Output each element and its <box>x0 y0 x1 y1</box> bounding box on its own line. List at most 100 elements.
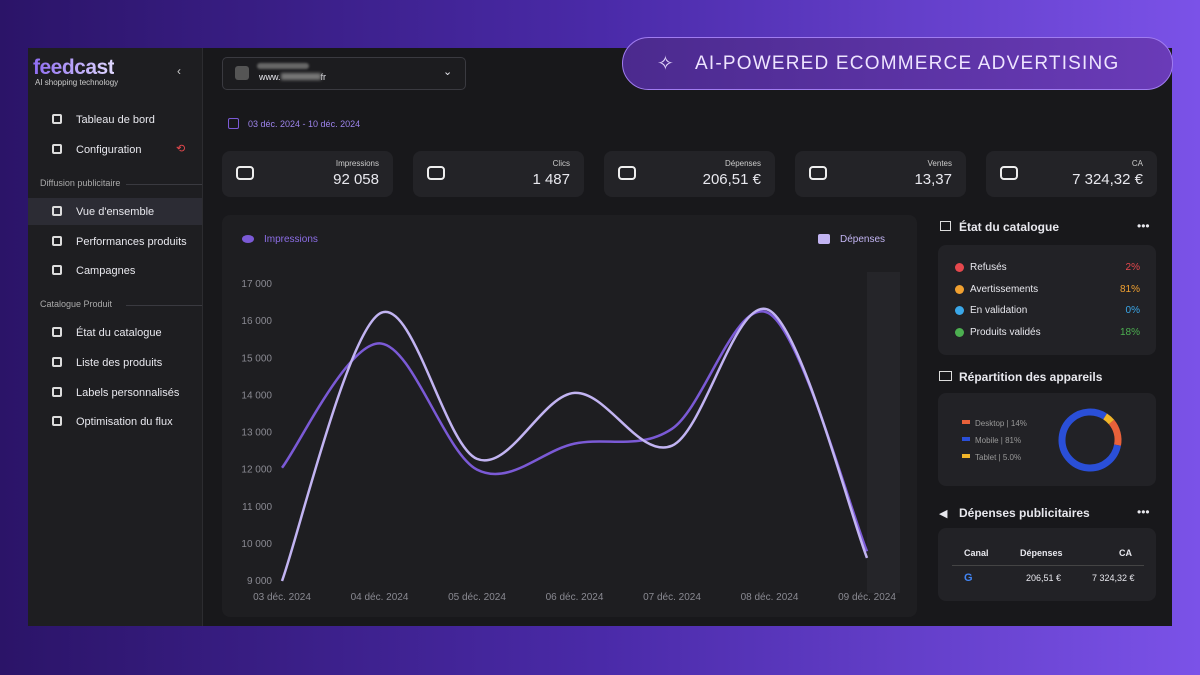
status-label: Refusés <box>970 262 1007 273</box>
menu-item[interactable]: Tableau de bord <box>76 114 155 126</box>
menu-item[interactable]: Labels personnalisés <box>76 386 180 399</box>
status-value: 0% <box>1125 305 1140 317</box>
kpi-label: Clics <box>552 159 570 168</box>
menu-icon <box>52 265 62 276</box>
x-tick-label: 05 déc. 2024 <box>448 592 506 603</box>
series-line <box>280 307 869 582</box>
table-header: Dépenses <box>1020 548 1063 558</box>
status-dot <box>955 263 964 272</box>
legend-label: Mobile | 81% <box>975 436 1021 445</box>
date-range[interactable]: 03 déc. 2024 - 10 déc. 2024 <box>248 119 361 129</box>
series-selector[interactable]: Impressions <box>264 234 318 245</box>
dropdown-arrow: ⌄ <box>443 66 453 78</box>
legend-label: Tablet | 5.0% <box>975 453 1021 462</box>
status-value: 81% <box>1119 283 1140 295</box>
menu-icon <box>52 235 62 246</box>
menu-icon <box>52 327 62 338</box>
y2-axis-band <box>867 272 900 593</box>
spend-card: Canal Dépenses CA G 206,51 € 7 324,32 € <box>938 528 1156 601</box>
table-header: CA <box>1119 548 1132 558</box>
status-dot <box>955 284 964 294</box>
table-header: Canal <box>964 548 989 558</box>
calendar-icon <box>228 118 239 129</box>
x-tick-label: 08 déc. 2024 <box>741 592 799 603</box>
logo-tagline: AI shopping technology <box>35 78 119 87</box>
menu-item[interactable]: Performances produits <box>76 235 187 248</box>
table-cell: 206,51 € <box>1026 573 1062 583</box>
kpi-card: Clics 1 487 <box>413 151 584 197</box>
kpi-card: CA 7 324,32 € <box>986 151 1157 197</box>
kpi-card: Impressions 92 058 <box>222 151 393 197</box>
y-tick-label: 10 000 <box>241 539 272 550</box>
y-tick-label: 11 000 <box>242 502 272 513</box>
kpi-value: 206,51 € <box>702 171 761 188</box>
megaphone-icon: ◀ <box>939 508 948 520</box>
y-tick-label: 16 000 <box>241 316 272 327</box>
site-selector[interactable]: www. fr ⌄ <box>222 57 466 90</box>
section-divider <box>126 305 202 307</box>
collapse-button[interactable]: ‹ <box>177 64 181 78</box>
table-cell: 7 324,32 € <box>1092 573 1135 583</box>
x-tick-label: 06 déc. 2024 <box>546 592 604 603</box>
section-title: Diffusion publicitaire <box>40 178 121 188</box>
logo: feedcast <box>33 56 115 79</box>
line-chart: 9 000 10 000 11 000 12 000 13 000 14 000 15 00… <box>241 272 900 603</box>
wallet-icon <box>818 234 830 244</box>
url-prefix: www. <box>259 72 281 82</box>
status-dot <box>955 306 964 316</box>
kpi-label: Ventes <box>927 159 952 168</box>
menu-item[interactable]: Configuration <box>76 144 142 156</box>
status-dot <box>955 328 964 338</box>
menu-item[interactable]: Optimisation du flux <box>76 416 173 429</box>
section-divider <box>126 184 202 185</box>
kpi-icon <box>236 166 254 180</box>
panel-title: État du catalogue <box>959 220 1060 234</box>
donut-segment <box>1058 408 1122 472</box>
catalog-card: Refusés 2% Avertissements 81% En validation 0… <box>938 245 1156 355</box>
status-label: Produits validés <box>970 327 1041 339</box>
menu-item[interactable]: État du catalogue <box>76 327 162 340</box>
menu-icon <box>52 416 62 427</box>
x-tick-label: 03 déc. 2024 <box>253 592 311 603</box>
more-button[interactable]: ••• <box>1137 505 1150 519</box>
legend-swatch <box>962 454 970 458</box>
status-value: 2% <box>1125 262 1140 273</box>
menu-icon <box>52 114 62 124</box>
kpi-value: 92 058 <box>333 171 379 188</box>
y-tick-label: 17 000 <box>241 279 272 290</box>
series-selector[interactable]: Dépenses <box>840 234 886 245</box>
badge: ✧ AI-POWERED ECOMMERCE ADVERTISING <box>622 37 1173 90</box>
x-tick-label: 09 déc. 2024 <box>838 592 896 603</box>
monitor-icon <box>939 371 952 381</box>
badge-text: AI-POWERED ECOMMERCE ADVERTISING <box>695 53 1120 74</box>
menu-item[interactable]: Campagnes <box>76 265 136 278</box>
google-icon: G <box>964 572 973 584</box>
blurred-name <box>257 63 309 69</box>
site-url: www. fr <box>259 72 326 82</box>
devices-card: Desktop | 14% Mobile | 81% Tablet | 5.0% <box>938 393 1156 486</box>
site-icon <box>235 66 249 80</box>
menu-icon <box>52 206 62 216</box>
kpi-value: 7 324,32 € <box>1072 171 1143 188</box>
section-title: Catalogue Produit <box>40 299 113 310</box>
y-tick-label: 15 000 <box>241 353 272 364</box>
url-suffix: fr <box>320 72 327 82</box>
x-tick-label: 04 déc. 2024 <box>351 592 409 603</box>
legend-swatch <box>962 437 970 441</box>
sparkle-icon: ✧ <box>657 53 674 75</box>
kpi-label: Impressions <box>335 159 379 168</box>
menu-icon <box>52 386 62 397</box>
store-icon <box>940 221 951 231</box>
blurred-domain <box>280 73 321 80</box>
kpi-icon <box>809 166 827 180</box>
chart-card: Impressions Dépenses 9 000 10 000 11 000 12… <box>222 215 917 617</box>
status-label: Avertissements <box>970 283 1039 295</box>
panel-title: Répartition des appareils <box>959 370 1103 384</box>
more-button[interactable]: ••• <box>1137 219 1150 233</box>
kpi-value: 1 487 <box>532 171 570 188</box>
x-tick-label: 07 déc. 2024 <box>643 592 701 603</box>
menu-item[interactable]: Liste des produits <box>76 356 163 369</box>
menu-item[interactable]: Vue d'ensemble <box>76 206 155 218</box>
menu-icon <box>52 144 62 154</box>
